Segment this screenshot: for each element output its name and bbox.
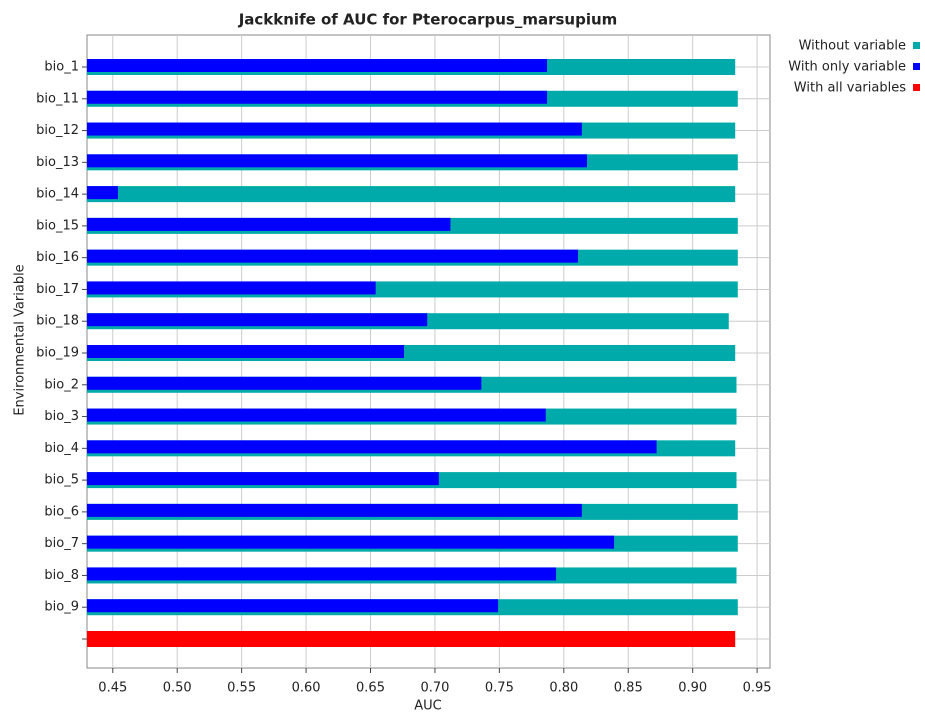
y-tick-label: bio_2 <box>44 377 79 392</box>
bar <box>87 376 482 390</box>
bar <box>87 631 736 647</box>
y-tick-label: bio_15 <box>36 218 79 233</box>
bar <box>87 599 499 613</box>
y-tick-label: bio_1 <box>44 60 79 75</box>
bar <box>87 281 376 295</box>
bar <box>87 440 657 454</box>
bar <box>87 535 615 549</box>
legend-swatch <box>913 63 920 70</box>
x-tick-label: 0.80 <box>549 681 578 696</box>
bar <box>87 186 118 200</box>
y-tick-label: bio_6 <box>44 504 79 519</box>
x-tick-label: 0.55 <box>227 681 256 696</box>
y-tick-label: bio_14 <box>36 187 79 202</box>
bar <box>87 408 546 422</box>
y-axis-label: Environmental Variable <box>13 264 28 415</box>
y-tick-label: bio_3 <box>44 409 79 424</box>
x-tick-label: 0.60 <box>292 681 321 696</box>
bar <box>87 59 548 72</box>
bar <box>87 122 582 136</box>
bar <box>87 313 428 327</box>
y-tick-label: bio_18 <box>36 314 79 329</box>
y-tick-label: bio_5 <box>44 473 79 488</box>
bar <box>87 249 578 263</box>
y-tick-label: bio_4 <box>44 441 79 456</box>
bar <box>87 503 582 517</box>
x-tick-label: 0.90 <box>678 681 707 696</box>
legend-swatch <box>913 84 920 91</box>
x-tick-label: 0.50 <box>163 681 192 696</box>
bar <box>87 345 405 358</box>
bar <box>87 90 548 104</box>
bar <box>87 186 736 203</box>
x-tick-label: 0.70 <box>420 681 449 696</box>
bar <box>87 154 588 168</box>
x-tick-label: 0.75 <box>485 681 514 696</box>
y-tick-label: bio_19 <box>36 346 79 361</box>
bar <box>87 217 451 231</box>
bar <box>87 567 557 581</box>
x-axis-label: AUC <box>414 699 442 714</box>
legend-label: With only variable <box>788 60 906 75</box>
x-tick-label: 0.45 <box>98 681 127 696</box>
y-tick-label: bio_8 <box>44 568 79 583</box>
y-tick-label: bio_17 <box>36 282 79 297</box>
y-tick-label: bio_7 <box>44 536 79 551</box>
y-tick-label: bio_12 <box>36 123 79 138</box>
legend-swatch <box>913 42 920 49</box>
x-tick-label: 0.65 <box>356 681 385 696</box>
x-tick-label: 0.95 <box>743 681 772 696</box>
y-tick-label: bio_11 <box>36 91 79 106</box>
legend-label: Without variable <box>799 39 906 54</box>
y-tick-label: bio_13 <box>36 155 79 170</box>
bar <box>87 472 439 486</box>
chart-title: Jackknife of AUC for Pterocarpus_marsupi… <box>238 11 618 29</box>
y-tick-label: bio_9 <box>44 600 79 615</box>
y-tick-label: bio_16 <box>36 250 79 265</box>
legend-label: With all variables <box>794 81 906 96</box>
x-tick-label: 0.85 <box>614 681 643 696</box>
